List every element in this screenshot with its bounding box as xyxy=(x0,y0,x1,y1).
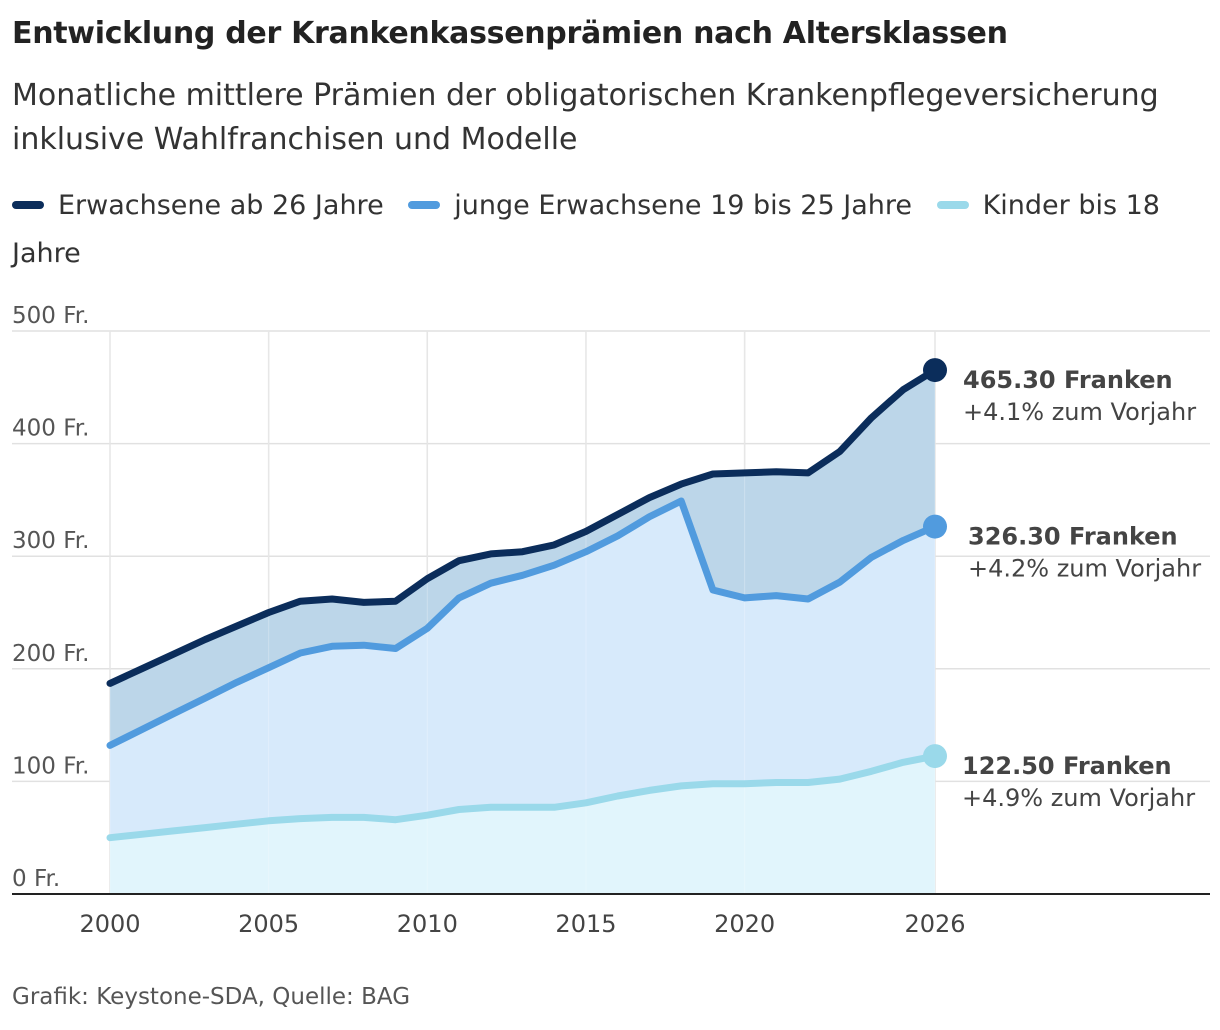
y-tick-label: 0 Fr. xyxy=(12,866,60,892)
y-tick-label: 500 Fr. xyxy=(12,303,89,329)
legend-swatch-young xyxy=(408,200,441,209)
series-line-adults xyxy=(106,366,939,687)
annotation-change-kids: +4.9% zum Vorjahr xyxy=(962,784,1195,812)
x-tick-label: 2026 xyxy=(904,910,965,938)
legend-label-adults: Erwachsene ab 26 Jahre xyxy=(58,190,384,221)
legend-swatch-adults xyxy=(12,200,44,209)
chart-subtitle: Monatliche mittlere Prämien der obligato… xyxy=(12,78,1159,157)
x-tick-label: 2020 xyxy=(714,910,775,938)
x-tick-label: 2005 xyxy=(238,910,299,938)
y-tick-label: 100 Fr. xyxy=(12,753,89,779)
annotation-change-young: +4.2% zum Vorjahr xyxy=(968,555,1201,583)
series-line-kids xyxy=(106,752,939,842)
annotation-value-young: 326.30 Franken xyxy=(968,523,1178,551)
area-young xyxy=(110,501,935,838)
end-marker-kids xyxy=(923,744,947,769)
y-tick-label: 400 Fr. xyxy=(12,416,89,442)
y-tick-label: 300 Fr. xyxy=(12,528,89,554)
y-tick-label: 200 Fr. xyxy=(12,641,89,667)
legend-item-adults: Erwachsene ab 26 Jahre xyxy=(12,190,384,221)
legend-item-kids: Kinder bis 18 Jahre xyxy=(12,190,1160,269)
area-kids xyxy=(110,756,935,894)
area-adults xyxy=(110,370,935,746)
annotation-value-adults: 465.30 Franken xyxy=(963,366,1173,394)
x-tick-label: 2010 xyxy=(397,910,458,938)
annotation-change-adults: +4.1% zum Vorjahr xyxy=(963,398,1196,426)
legend-label-kids: Kinder bis 18 Jahre xyxy=(12,190,1160,269)
series-line-young xyxy=(106,497,939,749)
x-tick-label: 2015 xyxy=(555,910,616,938)
source-note: Grafik: Keystone-SDA, Quelle: BAG xyxy=(12,984,411,1010)
x-tick-label: 2000 xyxy=(79,910,140,938)
legend-item-young: junge Erwachsene 19 bis 25 Jahre xyxy=(408,190,912,221)
end-marker-adults xyxy=(923,358,947,383)
legend-swatch-kids xyxy=(936,200,969,209)
legend: Erwachsene ab 26 Jahre junge Erwachsene … xyxy=(12,182,1172,278)
chart-title: Entwicklung der Krankenkassenprämien nac… xyxy=(12,16,1008,51)
end-marker-young xyxy=(923,514,947,539)
legend-label-young: junge Erwachsene 19 bis 25 Jahre xyxy=(454,190,912,221)
annotation-value-kids: 122.50 Franken xyxy=(962,752,1172,780)
